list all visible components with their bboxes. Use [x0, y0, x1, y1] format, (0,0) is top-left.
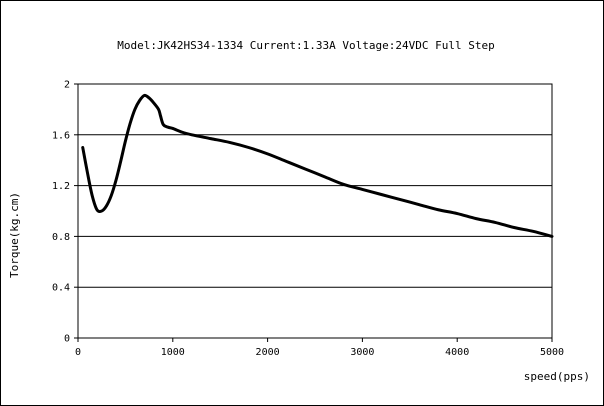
torque-series-line [81, 93, 554, 238]
x-tick-label: 0 [75, 347, 81, 358]
x-tick-label: 3000 [350, 347, 374, 358]
x-tick-label: 2000 [256, 347, 280, 358]
y-tick-label: 2 [64, 80, 70, 91]
x-axis-ticks: 0 1000 2000 3000 4000 5000 [75, 338, 564, 358]
y-tick-label: 1.6 [52, 130, 70, 141]
chart-title: Model:JK42HS34-1334 Current:1.33A Voltag… [117, 39, 495, 52]
x-axis-label: speed(pps) [524, 370, 590, 383]
plot-area [77, 83, 553, 339]
y-axis-label: Torque(kg.cm) [8, 192, 21, 278]
y-tick-label: 0.4 [52, 283, 70, 294]
x-tick-label: 5000 [540, 347, 564, 358]
y-tick-label: 0 [64, 334, 70, 345]
x-tick-label: 4000 [445, 347, 469, 358]
y-tick-label: 1.2 [52, 181, 70, 192]
series-group [81, 93, 554, 238]
y-tick-label: 0.8 [52, 232, 70, 243]
x-tick-label: 1000 [161, 347, 185, 358]
y-axis-ticks: 0 0.4 0.8 1.2 1.6 2 [52, 80, 78, 345]
